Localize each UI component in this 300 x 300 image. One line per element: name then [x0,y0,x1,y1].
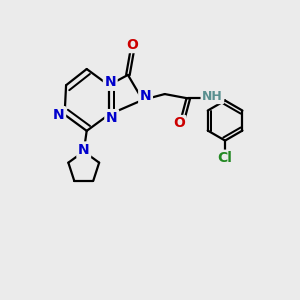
Text: N: N [104,75,116,89]
Text: O: O [173,116,185,130]
Text: N: N [106,111,118,124]
Text: Cl: Cl [218,151,232,165]
Text: N: N [140,89,152,103]
Text: O: O [126,38,138,52]
Text: N: N [78,143,90,157]
Text: NH: NH [202,90,223,103]
Text: N: N [53,108,64,122]
